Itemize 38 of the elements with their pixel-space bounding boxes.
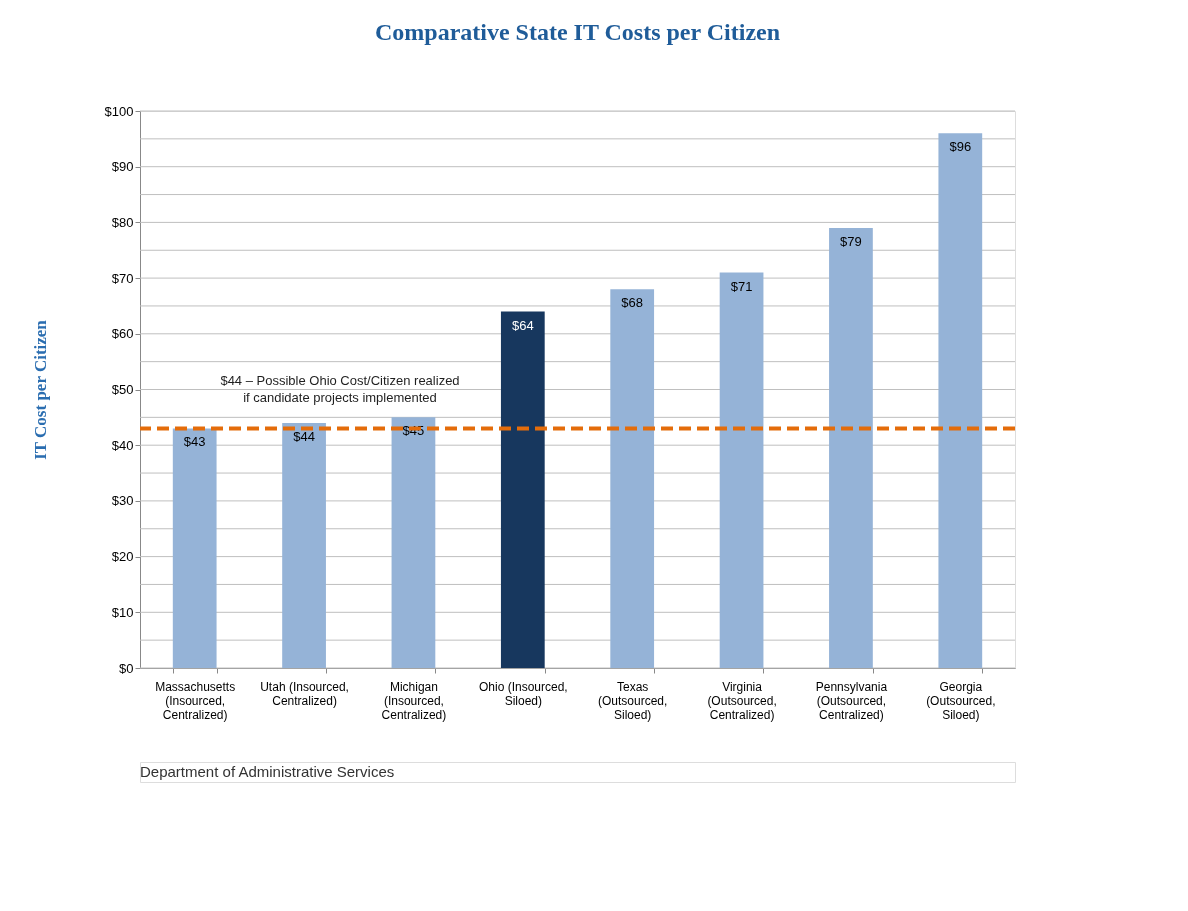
x-tick-label: Virginia (Outsourced, Centralized) xyxy=(707,679,777,722)
y-tick-label: $10 xyxy=(111,604,134,620)
bar xyxy=(829,227,873,668)
bar xyxy=(282,422,326,668)
data-label: $43 xyxy=(183,434,206,450)
bar xyxy=(719,272,764,668)
y-tick-label: $30 xyxy=(111,493,134,509)
x-tick-label: Texas (Outsourced, Siloed) xyxy=(598,679,668,722)
y-tick-label: $50 xyxy=(111,382,134,397)
y-tick-label: $60 xyxy=(111,326,134,342)
data-label: $79 xyxy=(840,233,862,249)
y-tick-label: $80 xyxy=(111,214,134,230)
data-label: $44 xyxy=(293,428,315,444)
chart-title: Comparative State IT Costs per Citizen xyxy=(374,19,781,45)
ref-line-label: $44 – Possible Ohio Cost/Citizen realized if candidate projects implemented xyxy=(220,373,460,406)
y-tick-label: $100 xyxy=(104,103,134,119)
bar xyxy=(172,428,217,668)
y-tick-label: $20 xyxy=(111,549,134,565)
bar xyxy=(610,289,655,668)
x-tick-label: Massachusetts (Insourced, Centralized) xyxy=(155,679,236,722)
x-tick-label: Georgia (Outsourced, Siloed) xyxy=(926,679,996,722)
data-label: $96 xyxy=(949,139,972,155)
x-tick-label: Utah (Insourced, Centralized) xyxy=(260,679,349,708)
bar xyxy=(938,133,983,668)
bar xyxy=(500,311,545,668)
y-tick-label: $40 xyxy=(111,437,134,453)
x-tick-label: Pennsylvania (Outsourced, Centralized) xyxy=(815,679,888,722)
y-tick-label: $90 xyxy=(111,159,134,175)
y-tick-label: $0 xyxy=(119,660,134,676)
x-tick-label: Michigan (Insourced, Centralized) xyxy=(381,679,447,722)
x-tick-label: Ohio (Insourced, Siloed) xyxy=(478,679,568,708)
data-label: $68 xyxy=(621,295,644,311)
bar xyxy=(391,417,436,668)
y-axis-title: IT Cost per Citizen xyxy=(30,319,50,460)
data-label: $64 xyxy=(511,317,534,333)
y-tick-label: $70 xyxy=(111,270,134,286)
data-label: $71 xyxy=(730,278,753,294)
text: Department of Administrative Services xyxy=(140,763,395,780)
